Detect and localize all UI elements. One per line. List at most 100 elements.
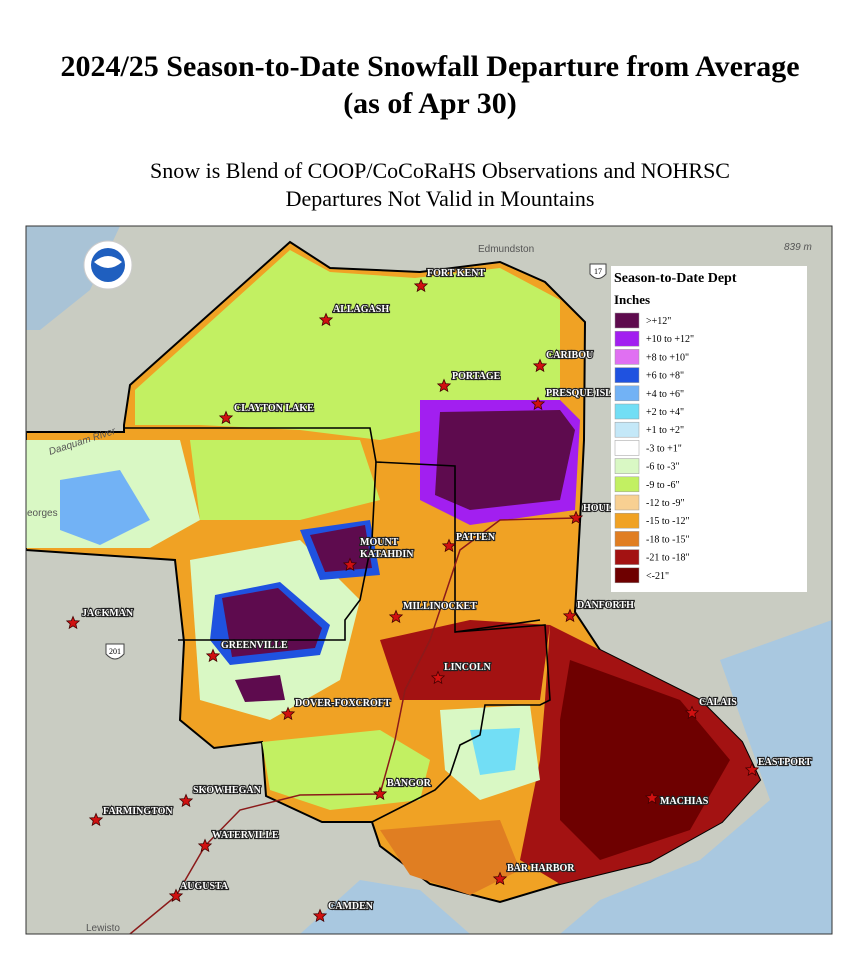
legend-label: -21 to -18" — [646, 553, 690, 564]
city-marker — [744, 762, 760, 777]
legend-units: Inches — [614, 292, 650, 307]
city-marker — [342, 557, 358, 572]
city-marker — [530, 396, 546, 411]
city-label: LINCOLN — [444, 662, 491, 673]
city-label: DOVER-FOXCROFT — [295, 698, 391, 709]
legend-label: -12 to -9" — [646, 498, 685, 509]
legend-label: -18 to -15" — [646, 534, 690, 545]
legend-swatch — [614, 349, 640, 365]
city-marker — [318, 312, 334, 327]
city-marker — [280, 706, 296, 721]
city-label: BAR HARBOR — [507, 863, 575, 874]
city-label: ALLAGASH — [333, 304, 389, 315]
legend-label: -3 to +1" — [646, 443, 682, 454]
city-marker — [430, 670, 446, 685]
legend-label: +1 to +2" — [646, 425, 684, 436]
county-lines — [124, 427, 551, 823]
legend-swatch — [614, 531, 640, 547]
city-label: CALAIS — [699, 697, 737, 708]
subtitle-line: Departures Not Valid in Mountains — [286, 186, 595, 211]
route-number: 17 — [594, 267, 602, 276]
city-label: CAMDEN — [328, 901, 374, 912]
city-marker — [372, 786, 388, 801]
legend-swatch — [614, 567, 640, 584]
legend-label: +4 to +6" — [646, 389, 684, 400]
nws-logo — [83, 240, 133, 290]
city-label: MACHIAS — [660, 796, 709, 807]
map-frame — [25, 225, 833, 935]
city-marker — [413, 278, 429, 293]
route-shield: 17 — [589, 263, 607, 279]
city-marker — [312, 908, 328, 923]
basemap-label: 839 m — [784, 242, 812, 253]
city-label: JACKMAN — [82, 608, 134, 619]
legend-swatch — [614, 421, 640, 438]
legend-swatch — [614, 367, 640, 383]
legend-label: -15 to -12" — [646, 516, 690, 527]
ocean — [300, 880, 470, 934]
basemap-label: eorges — [27, 508, 58, 519]
city-marker — [441, 538, 457, 553]
legend-label: >+12" — [646, 316, 671, 327]
ocean — [560, 620, 832, 934]
city-marker — [492, 871, 508, 886]
legend-swatch — [614, 312, 640, 329]
legend-swatch — [614, 476, 640, 493]
city-label: FORT KENT — [427, 268, 485, 279]
subtitle-line: Snow is Blend of COOP/CoCoRaHS Observati… — [150, 158, 730, 183]
legend-label: +2 to +4" — [646, 407, 684, 418]
legend-swatch — [614, 494, 640, 511]
city-label: DANFORTH — [577, 600, 634, 611]
city-label: AUGUSTA — [180, 881, 229, 892]
city-label: PRESQUE ISLE — [546, 388, 619, 399]
title-line: (as of Apr 30) — [343, 87, 517, 120]
basemap-label: Lewisto — [86, 923, 120, 934]
departure-field — [26, 240, 762, 904]
route-shield: 201 — [105, 643, 125, 660]
city-label: KATAHDIN — [360, 549, 414, 560]
roads — [129, 517, 577, 934]
city-marker — [644, 790, 660, 805]
city-marker — [568, 510, 584, 525]
legend-swatch — [614, 330, 640, 347]
city-label: PORTAGE — [452, 371, 501, 382]
title-line: 2024/25 Season-to-Date Snowfall Departur… — [60, 50, 799, 83]
legend-box — [611, 266, 807, 592]
city-marker — [218, 410, 234, 425]
city-label: SKOWHEGAN — [193, 785, 262, 796]
city-label: FARMINGTON — [103, 806, 173, 817]
city-label: CARIBOU — [546, 350, 593, 361]
legend-label: +10 to +12" — [646, 334, 694, 345]
city-label: MOUNT — [360, 537, 399, 548]
city-marker — [88, 812, 104, 827]
city-marker — [197, 838, 213, 853]
city-label: CLAYTON LAKE — [234, 403, 314, 414]
legend-swatch — [614, 440, 640, 456]
legend-swatch — [614, 403, 640, 420]
legend-label: +6 to +8" — [646, 371, 684, 382]
city-marker — [205, 648, 221, 663]
city-label: EASTPORT — [758, 757, 812, 768]
legend-swatch — [614, 458, 640, 474]
legend-swatch — [614, 512, 640, 529]
city-label: MILLINOCKET — [403, 601, 477, 612]
city-marker — [178, 793, 194, 808]
city-marker — [436, 378, 452, 393]
legend-title: Season-to-Date Dept — [614, 271, 737, 286]
city-label: PATTEN — [456, 532, 496, 543]
city-marker — [532, 358, 548, 373]
legend-label: <-21" — [646, 571, 669, 582]
city-marker — [168, 888, 184, 903]
legend: Season-to-Date Dept Inches >+12" +10 to +… — [611, 266, 807, 592]
legend-label: -9 to -6" — [646, 480, 680, 491]
city-label: GREENVILLE — [221, 640, 288, 651]
city-marker — [388, 609, 404, 624]
legend-swatch — [614, 385, 640, 402]
city-label: WATERVILLE — [212, 830, 279, 841]
legend-label: +8 to +10" — [646, 352, 689, 363]
city-marker — [684, 705, 700, 720]
legend-label: -6 to -3" — [646, 462, 680, 473]
cities: FORT KENT ALLAGASH CARIBOU PORTAGE PRESQUE I… — [65, 267, 813, 923]
legend-swatch — [614, 549, 640, 565]
